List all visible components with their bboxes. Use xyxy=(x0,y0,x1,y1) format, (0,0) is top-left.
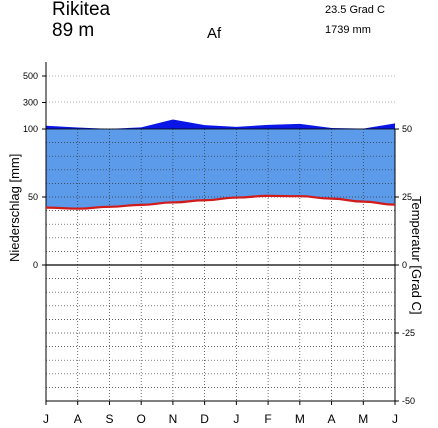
month-label: A xyxy=(74,412,82,426)
month-label: J xyxy=(43,412,49,426)
month-label: M xyxy=(295,412,305,426)
y-right-tick-label: -50 xyxy=(402,396,415,406)
station-elevation: 89 m xyxy=(52,20,95,41)
month-label: J xyxy=(233,412,239,426)
month-label: F xyxy=(264,412,271,426)
climate-class: Af xyxy=(207,25,222,42)
station-name: Rikitea xyxy=(52,0,111,20)
y-right-tick-label: 0 xyxy=(402,260,407,270)
month-label: M xyxy=(358,412,368,426)
y-left-tick-label: 300 xyxy=(23,98,38,108)
annual-precipitation: 1739 mm xyxy=(325,24,371,36)
humid-period-area xyxy=(46,129,395,209)
month-label: S xyxy=(105,412,113,426)
mean-temperature: 23.5 Grad C xyxy=(325,4,385,16)
y-right-tick-label: 50 xyxy=(402,124,412,134)
y-right-tick-label: -25 xyxy=(402,328,415,338)
y-left-tick-label: 50 xyxy=(28,192,38,202)
month-label: D xyxy=(200,412,209,426)
y-left-tick-label: 0 xyxy=(33,260,38,270)
month-label: A xyxy=(328,412,336,426)
precipitation-surplus-area xyxy=(46,119,395,129)
y-left-tick-label: 100 xyxy=(23,124,38,134)
temperature-line xyxy=(45,194,396,210)
y-right-tick-label: 25 xyxy=(402,192,412,202)
y-left-tick-label: 500 xyxy=(23,71,38,81)
month-label: J xyxy=(392,412,398,426)
month-label: O xyxy=(137,412,146,426)
month-label: N xyxy=(169,412,178,426)
